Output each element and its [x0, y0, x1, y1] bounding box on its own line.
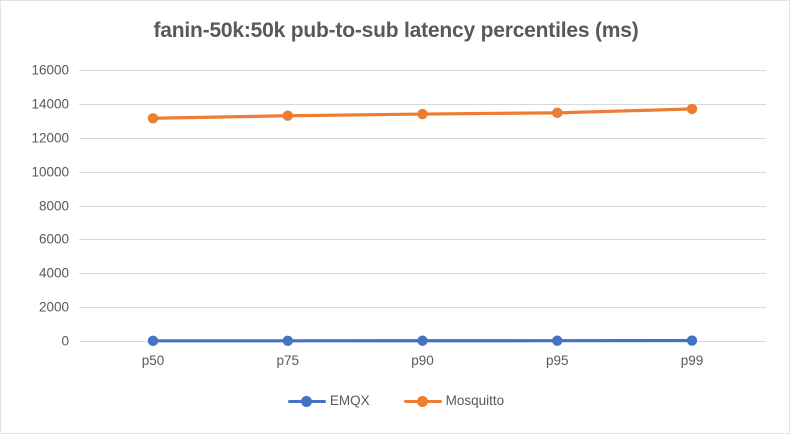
legend-swatch-icon [287, 394, 326, 408]
y-axis-tick-label: 16000 [31, 62, 69, 78]
x-axis-tick-label: p90 [411, 353, 434, 368]
y-axis: 0 2000 4000 6000 8000 10000 12000 14000 16000 [1, 63, 69, 349]
legend-swatch-icon [403, 394, 442, 408]
chart-title: fanin-50k:50k pub-to-sub latency percent… [153, 19, 639, 42]
data-point-marker [282, 110, 293, 121]
y-axis-tick-label: 12000 [31, 130, 69, 146]
gridline [79, 137, 766, 139]
gridline [79, 205, 766, 207]
data-point-marker [552, 107, 563, 119]
plot-area [79, 70, 766, 347]
legend-item[interactable]: EMQX [287, 393, 370, 408]
x-axis-tick-label: p99 [680, 353, 704, 368]
gridline [79, 103, 766, 105]
data-point-marker [147, 113, 159, 124]
y-axis-tick-label: 10000 [31, 164, 69, 180]
data-point-marker [147, 335, 159, 347]
x-axis: p50 p75 p90 p95 p99 [79, 353, 766, 375]
data-point-marker [686, 103, 698, 115]
series-layer [147, 103, 698, 347]
gridline [79, 239, 766, 241]
y-axis-tick-label: 8000 [38, 198, 69, 213]
gridline [79, 307, 766, 309]
legend-label: Mosquitto [445, 393, 505, 408]
x-axis-tick-label: p75 [276, 353, 300, 368]
gridline [79, 171, 766, 173]
legend-item[interactable]: Mosquitto [403, 393, 505, 408]
data-point-marker [417, 335, 428, 346]
y-axis-tick-label: 2000 [38, 299, 69, 315]
data-point-marker [282, 335, 293, 346]
legend-label: EMQX [329, 393, 370, 408]
y-axis-tick-label: 4000 [38, 265, 69, 281]
y-axis-tick-label: 6000 [38, 231, 69, 247]
data-point-marker [686, 335, 698, 346]
gridline [79, 70, 766, 71]
data-point-marker [417, 108, 428, 120]
y-axis-tick-label: 0 [61, 333, 69, 349]
gridline [79, 273, 766, 275]
x-axis-tick-label: p95 [545, 353, 569, 368]
y-axis-tick-label: 14000 [31, 96, 69, 112]
chart-legend: EMQX Mosquitto [1, 393, 789, 408]
x-axis-tick-label: p50 [141, 353, 165, 368]
data-point-marker [552, 335, 563, 346]
